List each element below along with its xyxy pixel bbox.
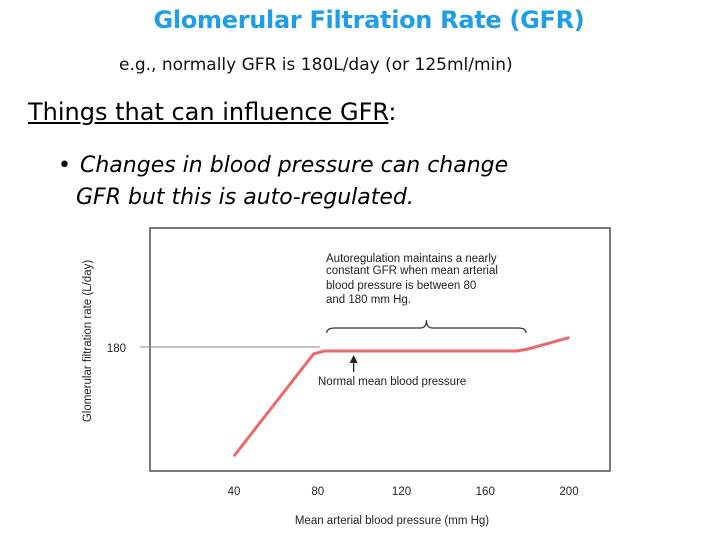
x-tick-label: 160	[476, 486, 495, 498]
bullet-dot: •	[58, 153, 71, 178]
autoregulation-brace	[326, 319, 527, 334]
annotation-line-1: Autoregulation maintains a nearly	[326, 253, 497, 265]
gfr-series-line	[232, 336, 570, 457]
section-heading: Things that can influence GFR:	[28, 98, 396, 126]
arrow-head	[349, 355, 358, 363]
y-tick-labels: 180	[107, 343, 126, 355]
annotation-normal: Normal mean blood pressure	[318, 376, 466, 388]
x-tick-label: 200	[559, 486, 578, 498]
x-axis-label: Mean arterial blood pressure (mm Hg)	[295, 515, 489, 527]
slide-subtitle: e.g., normally GFR is 180L/day (or 125ml…	[119, 55, 513, 75]
annotation-autoregulation: Autoregulation maintains a nearly consta…	[326, 253, 498, 306]
bullet-line-2: GFR but this is auto-regulated.	[76, 185, 414, 210]
data-point	[568, 336, 570, 339]
series-layer	[232, 336, 570, 457]
annotation-line-2: constant GFR when mean arterial	[326, 265, 498, 277]
x-tick-labels: 40 80 120 160 200	[228, 486, 579, 498]
data-point	[515, 350, 518, 352]
bullet-point: • Changes in blood pressure can change GF…	[58, 150, 598, 214]
x-tick-label: 80	[311, 486, 324, 498]
annotation-line-4: and 180 mm Hg.	[326, 294, 411, 306]
y-axis-label: Glomerular filtration rate (L/day)	[82, 260, 94, 423]
chart-frame	[149, 227, 611, 472]
section-heading-colon: :	[388, 98, 397, 126]
slide-title: Glomerular Filtration Rate (GFR)	[153, 6, 585, 34]
bullet-line-1: Changes in blood pressure can change	[80, 153, 509, 178]
data-point	[526, 348, 528, 351]
x-tick-label: 120	[392, 486, 411, 498]
x-tick-label: 40	[228, 486, 241, 498]
y-tick-label: 180	[107, 343, 126, 355]
annotation-line-3: blood pressure is between 80	[326, 280, 476, 292]
normal-pressure-arrow	[349, 355, 358, 372]
data-point	[233, 455, 235, 457]
section-heading-text: Things that can influence GFR	[28, 98, 389, 126]
data-point	[312, 353, 315, 355]
data-point	[323, 350, 325, 352]
